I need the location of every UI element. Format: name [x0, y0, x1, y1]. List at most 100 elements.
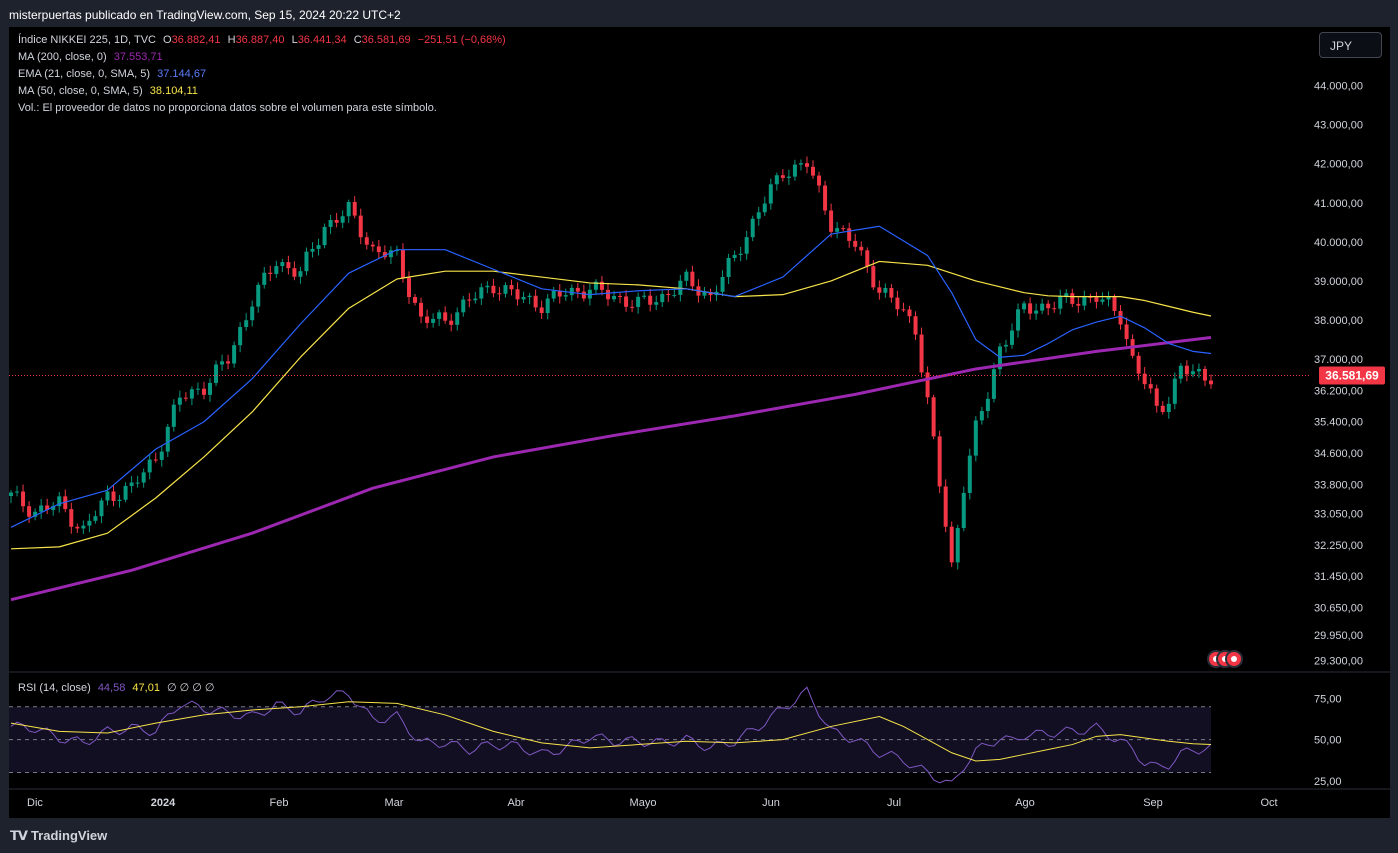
candle-body	[21, 491, 26, 507]
price-tick-label: 33.800,00	[1314, 479, 1363, 491]
candle-body	[593, 281, 598, 290]
candle-body	[1172, 378, 1177, 404]
candle-body	[943, 486, 948, 527]
candle-body	[666, 293, 671, 296]
candle-body	[27, 506, 32, 517]
candle-body	[575, 287, 580, 292]
price-tick-label: 36.200,00	[1314, 385, 1363, 397]
candle-body	[147, 459, 152, 473]
ema21-line	[10, 225, 1212, 528]
candle-body	[1010, 330, 1015, 345]
candle-body	[1154, 388, 1159, 406]
candle-body	[461, 299, 466, 313]
tradingview-logo[interactable]: 𝗧𝗩 TradingView	[10, 828, 107, 844]
candle-body	[9, 492, 13, 497]
candle-body	[618, 296, 623, 298]
candle-body	[985, 398, 990, 412]
candle-body	[376, 246, 381, 253]
ma50-label: MA (50, close, 0, SMA, 5)	[18, 85, 143, 97]
chart-canvas[interactable]: 36.581,69 44.000,00 43.000,00 42.000,00 41.0…	[9, 27, 1390, 818]
price-tick-label: 38.000,00	[1314, 315, 1363, 327]
ma200-legend[interactable]: MA (200, close, 0) 37.553,71	[18, 51, 167, 63]
candle-body	[1058, 296, 1063, 309]
rsi-label: RSI (14, close)	[18, 682, 91, 694]
open-label: O	[163, 34, 172, 46]
candle-body	[328, 219, 333, 227]
candle-body	[135, 482, 140, 484]
candle-body	[792, 164, 797, 177]
candle-body	[841, 228, 846, 230]
candle-body	[551, 290, 556, 299]
candle-body	[883, 288, 888, 293]
candle-body	[1202, 368, 1207, 381]
candle-body	[220, 361, 225, 365]
candle-body	[346, 202, 351, 217]
time-tick-label: Dic	[27, 797, 43, 809]
candle-body	[497, 293, 502, 295]
candle-body	[654, 302, 659, 305]
candle-body	[1040, 303, 1045, 311]
last-price-tag	[1319, 366, 1385, 385]
candle-body	[762, 203, 767, 213]
low-value: 36.441,34	[297, 34, 347, 46]
candle-body	[437, 312, 442, 319]
candle-body	[117, 499, 122, 501]
candle-body	[605, 289, 610, 300]
candle-body	[57, 496, 62, 507]
candle-body	[1094, 297, 1099, 302]
candle-body	[226, 361, 231, 364]
open-value: 36.882,41	[171, 34, 221, 46]
chart-frame[interactable]: 36.581,69 44.000,00 43.000,00 42.000,00 41.0…	[9, 27, 1390, 818]
candle-body	[1190, 371, 1195, 375]
time-tick-label: Oct	[1260, 797, 1277, 809]
candle-body	[177, 397, 182, 405]
candle-body	[1148, 384, 1153, 389]
candle-body	[515, 289, 520, 300]
candle-body	[919, 334, 924, 373]
price-tick-label: 37.000,00	[1314, 354, 1363, 366]
brand-name: TradingView	[30, 828, 108, 843]
candle-body	[153, 459, 158, 461]
candle-body	[660, 293, 665, 303]
candle-body	[937, 436, 942, 487]
rsi-ma-line	[10, 701, 1212, 762]
candle-body	[1028, 303, 1033, 314]
change-value: −251,51 (−0,68%)	[417, 34, 506, 46]
candle-body	[443, 312, 448, 321]
candle-body	[262, 272, 267, 285]
price-tick-label: 40.000,00	[1314, 237, 1363, 249]
candle-body	[352, 202, 357, 216]
rsi-ma-value: 47,01	[132, 682, 160, 694]
candle-body	[907, 309, 912, 317]
candle-body	[1088, 296, 1093, 298]
rsi-tick-label: 50,00	[1314, 735, 1342, 747]
currency-button[interactable]: JPY	[1319, 32, 1382, 58]
close-label: C	[353, 34, 362, 46]
candle-body	[316, 245, 321, 249]
price-tick-label: 31.450,00	[1314, 571, 1363, 583]
candle-body	[889, 288, 894, 298]
candle-body	[1112, 296, 1117, 311]
candle-body	[648, 295, 653, 305]
rsi-legend[interactable]: RSI (14, close) 44,58 47,01 ∅ ∅ ∅ ∅	[18, 681, 219, 694]
high-value: 36.887,40	[235, 34, 285, 46]
candle-body	[1209, 380, 1213, 385]
ma50-legend[interactable]: MA (50, close, 0, SMA, 5) 38.104,11	[18, 85, 202, 97]
candle-body	[744, 237, 749, 254]
candle-body	[684, 271, 689, 281]
candle-body	[1178, 365, 1183, 379]
candle-body	[847, 228, 852, 241]
candle-body	[449, 320, 454, 325]
candle-body	[141, 472, 146, 483]
candle-body	[569, 287, 574, 296]
candle-body	[214, 364, 219, 383]
ema21-legend[interactable]: EMA (21, close, 0, SMA, 5) 37.144,67	[18, 68, 210, 80]
rsi-line	[10, 686, 1212, 784]
candle-body	[280, 262, 285, 267]
symbol-legend[interactable]: Índice NIKKEI 225, 1D, TVC O36.882,41 H3…	[18, 34, 510, 46]
candle-body	[364, 237, 369, 245]
candle-body	[533, 295, 538, 308]
candle-body	[244, 320, 249, 328]
price-tick-label: 29.950,00	[1314, 630, 1363, 642]
candle-body	[358, 215, 363, 238]
